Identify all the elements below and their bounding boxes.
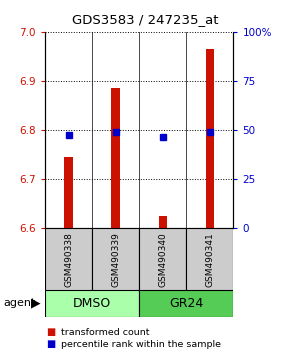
Bar <box>206 49 214 228</box>
Bar <box>159 216 167 228</box>
FancyBboxPatch shape <box>45 228 92 290</box>
FancyBboxPatch shape <box>139 290 233 317</box>
Text: ▶: ▶ <box>31 297 41 310</box>
Text: DMSO: DMSO <box>73 297 111 310</box>
Bar <box>64 157 73 228</box>
Text: GSM490339: GSM490339 <box>111 232 120 287</box>
Text: agent: agent <box>3 298 35 308</box>
Bar <box>111 88 120 228</box>
Text: transformed count: transformed count <box>61 327 149 337</box>
Text: percentile rank within the sample: percentile rank within the sample <box>61 339 221 349</box>
FancyBboxPatch shape <box>92 228 139 290</box>
Text: ■: ■ <box>46 339 55 349</box>
Text: GSM490341: GSM490341 <box>205 232 214 287</box>
Text: ■: ■ <box>46 327 55 337</box>
Text: GSM490338: GSM490338 <box>64 232 73 287</box>
Text: GDS3583 / 247235_at: GDS3583 / 247235_at <box>72 13 218 26</box>
FancyBboxPatch shape <box>139 228 186 290</box>
Text: GR24: GR24 <box>169 297 204 310</box>
FancyBboxPatch shape <box>45 290 139 317</box>
Text: GSM490340: GSM490340 <box>158 232 167 287</box>
FancyBboxPatch shape <box>186 228 233 290</box>
